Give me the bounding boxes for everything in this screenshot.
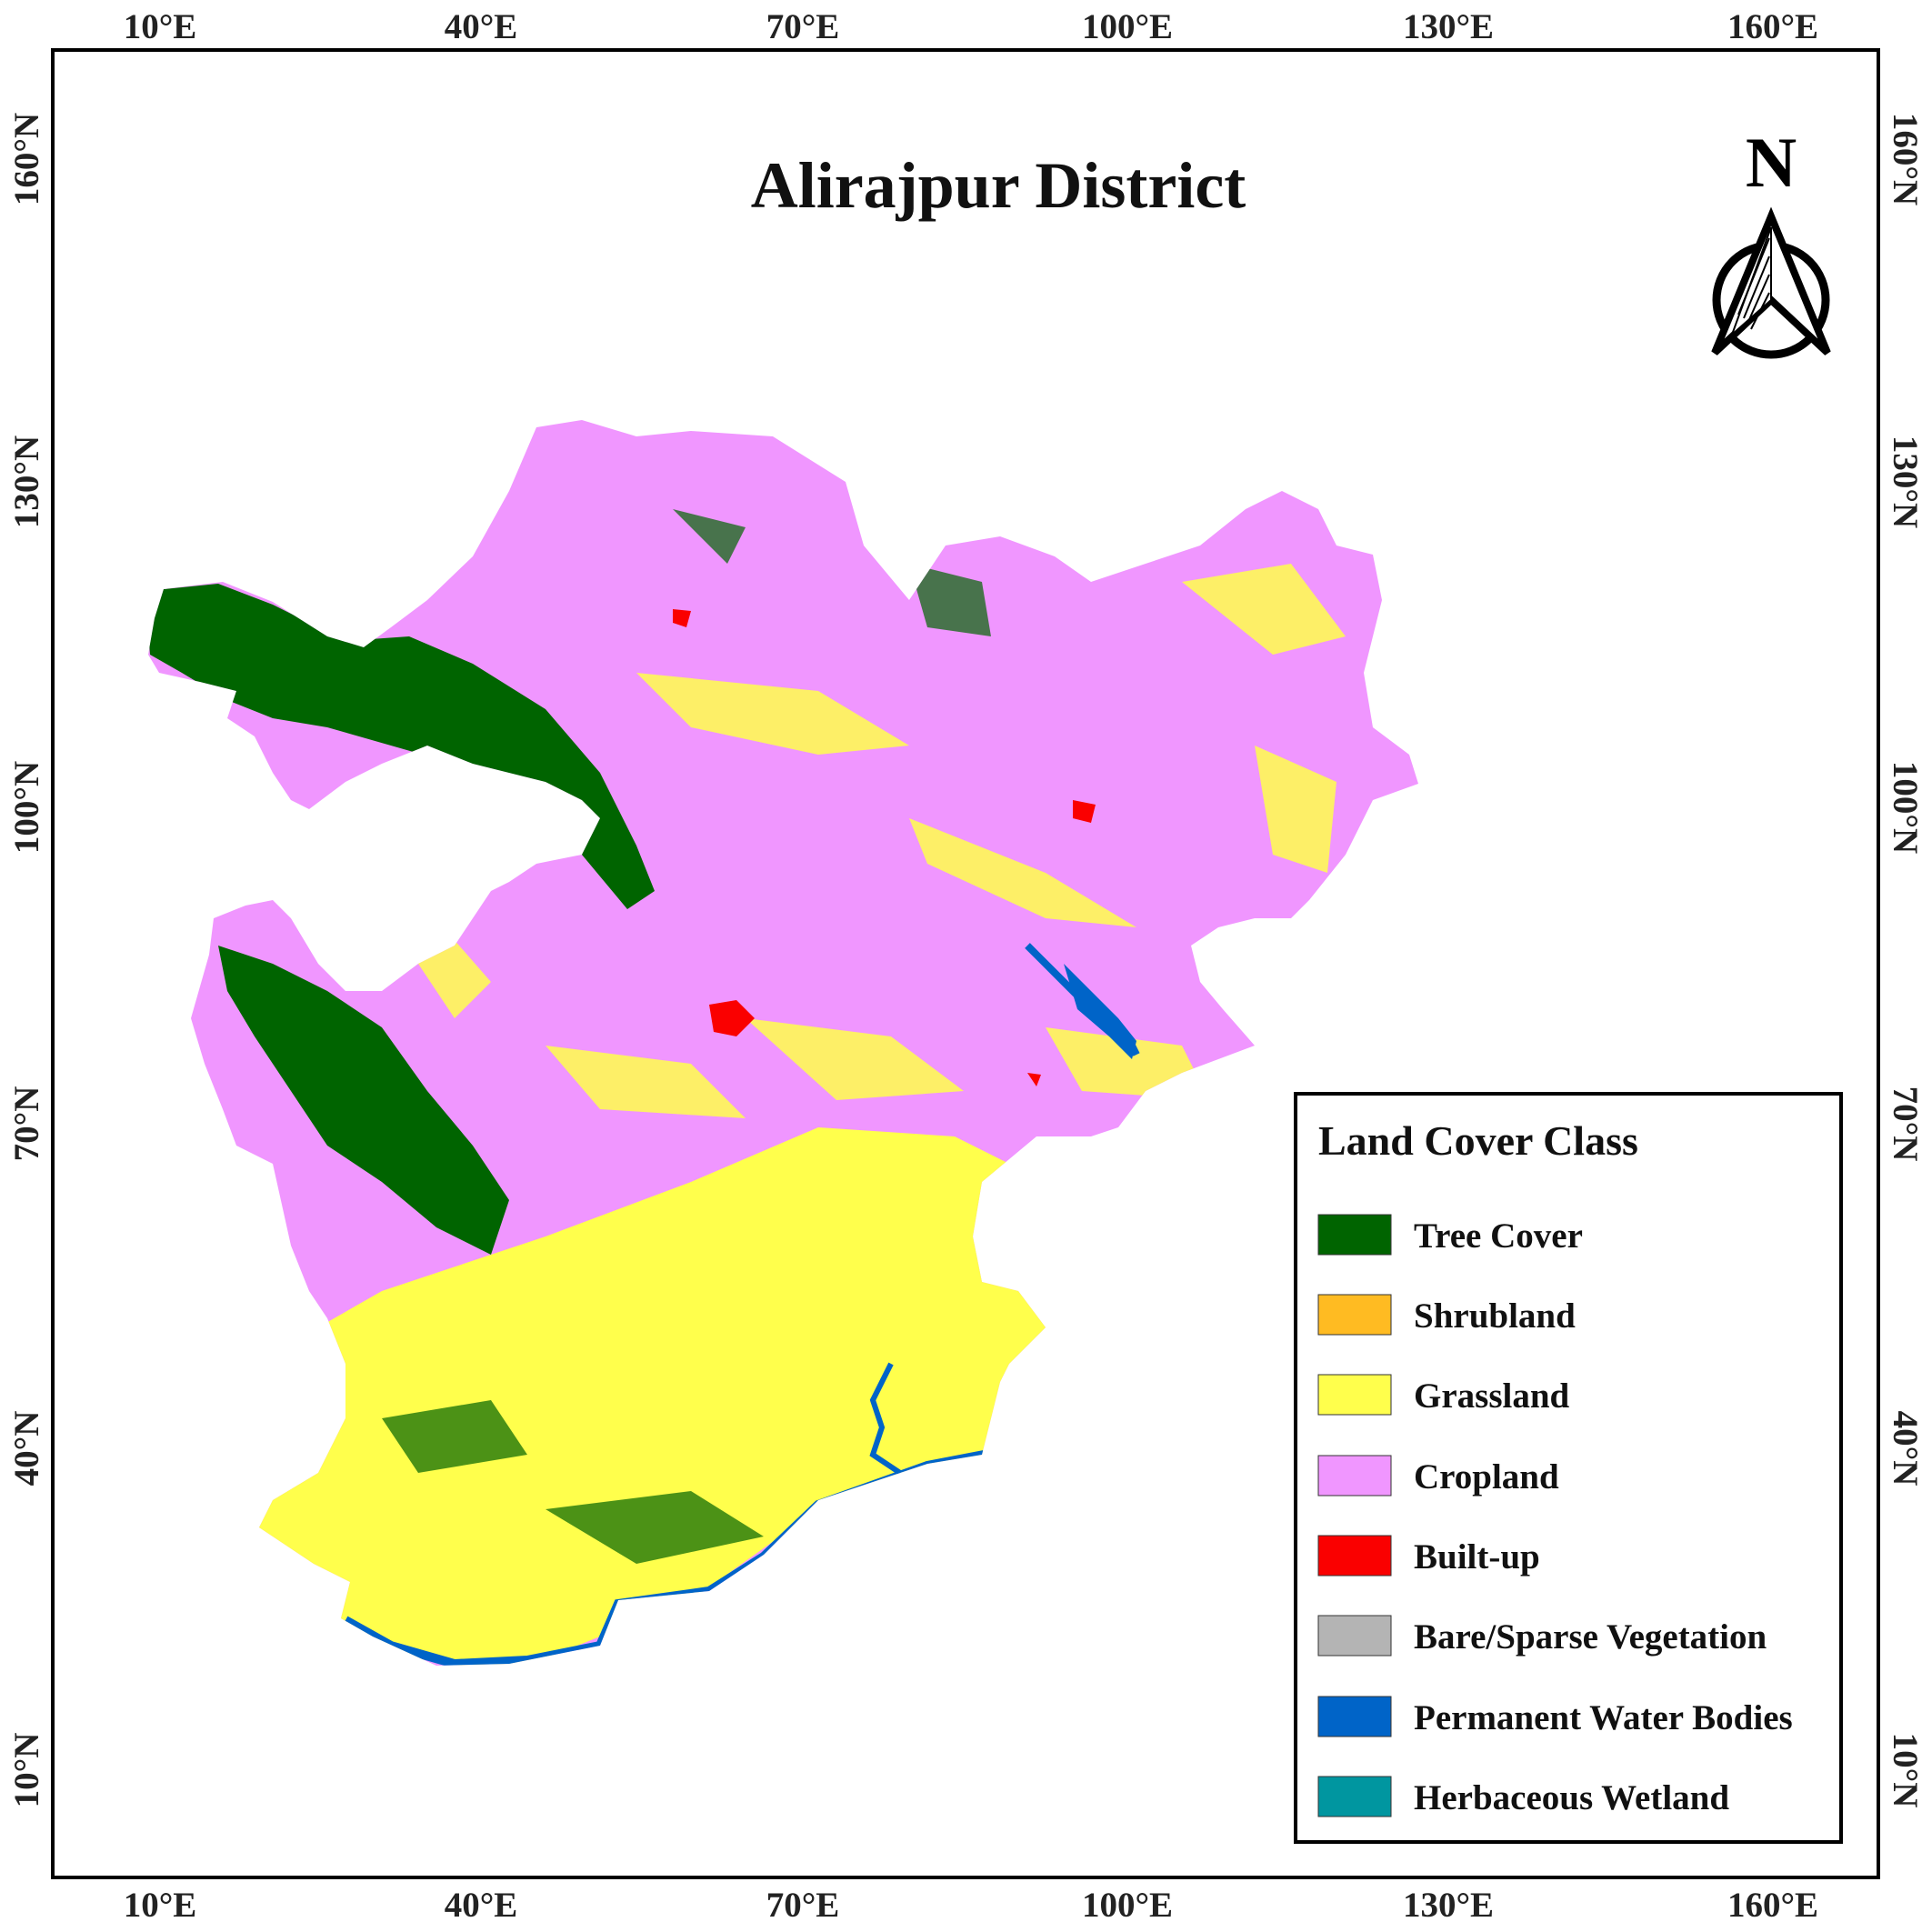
- grassland-streaks: [418, 564, 1346, 1118]
- north-arrow: N: [1711, 123, 1831, 359]
- y-tick-right-5: 40°N: [1886, 1411, 1925, 1487]
- legend-label-cropland: Cropland: [1414, 1457, 1559, 1497]
- north-letter: N: [1746, 123, 1797, 202]
- x-tick-bottom-6: 160°E: [1727, 1886, 1818, 1925]
- y-tick-left-2: 130°N: [7, 435, 46, 528]
- legend-label-shrubland: Shrubland: [1414, 1296, 1576, 1336]
- x-tick-top-3: 70°E: [766, 7, 840, 46]
- y-tick-left-5: 40°N: [7, 1411, 46, 1487]
- reservoir: [1064, 964, 1136, 1059]
- legend-swatch-tree-cover: [1317, 1214, 1392, 1256]
- map-title: Alirajpur District: [751, 149, 1246, 222]
- x-tick-bottom-5: 130°E: [1403, 1886, 1494, 1925]
- y-tick-right-6: 10°N: [1886, 1733, 1925, 1808]
- x-tick-top-6: 160°E: [1727, 7, 1818, 46]
- legend-swatch-water: [1317, 1696, 1392, 1737]
- legend: Land Cover Class Tree Cover Shrubland Gr…: [1294, 1092, 1843, 1844]
- legend-label-grassland: Grassland: [1414, 1376, 1570, 1416]
- legend-swatch-wetland: [1317, 1776, 1392, 1817]
- x-tick-bottom-1: 10°E: [124, 1886, 197, 1925]
- river-south: [869, 1362, 902, 1476]
- legend-swatch-shrubland: [1317, 1294, 1392, 1336]
- tree-cover-west: [218, 946, 509, 1255]
- north-arrow-icon: [1711, 206, 1831, 359]
- x-tick-bottom-3: 70°E: [766, 1886, 840, 1925]
- legend-title: Land Cover Class: [1318, 1117, 1638, 1164]
- legend-label-tree-cover: Tree Cover: [1414, 1216, 1583, 1256]
- y-tick-right-3: 100°N: [1886, 761, 1925, 854]
- tree-cover-northwest: [148, 584, 655, 909]
- legend-swatch-built-up: [1317, 1535, 1392, 1577]
- x-tick-top-5: 130°E: [1403, 7, 1494, 46]
- x-tick-top-4: 100°E: [1082, 7, 1173, 46]
- y-tick-right-1: 160°N: [1886, 113, 1925, 205]
- x-tick-bottom-2: 40°E: [445, 1886, 518, 1925]
- legend-swatch-grassland: [1317, 1374, 1392, 1416]
- y-tick-right-2: 130°N: [1886, 435, 1925, 528]
- legend-label-bare-sparse: Bare/Sparse Vegetation: [1414, 1617, 1767, 1657]
- x-tick-top-1: 10°E: [124, 7, 197, 46]
- y-tick-left-1: 160°N: [7, 113, 46, 205]
- y-tick-right-4: 70°N: [1886, 1086, 1925, 1162]
- y-tick-left-6: 10°N: [7, 1733, 46, 1808]
- y-tick-left-3: 100°N: [7, 761, 46, 854]
- legend-swatch-cropland: [1317, 1455, 1392, 1497]
- legend-label-water: Permanent Water Bodies: [1414, 1698, 1793, 1737]
- legend-swatch-bare-sparse: [1317, 1615, 1392, 1657]
- x-tick-top-2: 40°E: [445, 7, 518, 46]
- x-tick-bottom-4: 100°E: [1082, 1886, 1173, 1925]
- legend-label-built-up: Built-up: [1414, 1537, 1540, 1577]
- y-tick-left-4: 70°N: [7, 1086, 46, 1162]
- legend-label-wetland: Herbaceous Wetland: [1414, 1778, 1729, 1817]
- grassland-south-area: [236, 1127, 1091, 1666]
- tree-cover-patches: [382, 509, 991, 1564]
